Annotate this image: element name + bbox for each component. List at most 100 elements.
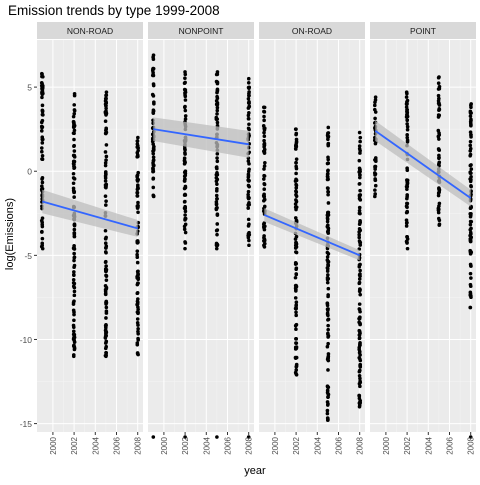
x-tick-label: 2004 [91,436,100,454]
data-point [104,250,108,255]
data-point [468,252,473,256]
data-point [103,179,108,183]
data-point [72,103,77,107]
data-point [326,323,330,328]
data-point [373,188,377,192]
data-point [468,163,473,168]
data-point [71,284,76,289]
data-point [358,368,362,373]
data-point [72,289,77,294]
data-point [437,148,442,152]
data-point [72,123,77,128]
data-point [468,139,473,144]
data-point [40,222,45,227]
x-tick-label: 2002 [70,436,79,454]
data-point [183,72,188,77]
data-point [40,84,45,88]
data-point [40,236,45,241]
data-point [215,108,220,113]
data-point [72,318,76,323]
data-point [326,341,330,346]
data-point [104,199,108,203]
data-point [405,107,409,112]
data-point [72,137,76,142]
data-point [294,250,299,255]
data-point [215,222,220,226]
data-point [103,161,108,165]
data-point [104,325,108,330]
data-point [215,72,220,77]
data-point [215,243,220,248]
data-point [183,76,187,81]
data-point [326,352,331,356]
y-tick-label: 0 [27,167,32,177]
y-axis: 5 0 -5 -10 -15 [20,83,37,429]
data-point [325,255,330,259]
data-point [72,232,77,237]
data-point [72,251,76,256]
data-point-outlier [40,92,45,96]
data-point [136,210,140,215]
data-point [293,275,298,280]
data-point [357,316,362,321]
data-point [326,192,330,197]
data-point [215,159,220,164]
data-point [325,174,330,179]
data-point [358,353,362,357]
data-point [405,193,409,197]
data-point [103,99,108,103]
data-point [294,182,298,187]
data-point [404,239,409,244]
data-point [103,150,108,154]
data-point [262,138,266,143]
data-point [183,241,188,245]
data-point [246,235,251,240]
data-point [357,181,362,186]
data-point [326,260,331,264]
data-point [358,211,362,216]
data-point [469,175,473,179]
data-point [136,154,140,159]
data-point [294,171,298,176]
data-point [135,139,140,143]
data-point [436,115,441,119]
data-point [468,237,473,242]
data-point [357,227,362,231]
data-point [183,213,187,217]
data-point [326,293,330,297]
data-point [104,90,109,94]
data-point [214,179,219,184]
data-point [405,138,410,143]
data-point [104,93,108,98]
data-point [468,284,473,289]
data-point [104,278,109,282]
data-point [103,328,108,333]
data-point [262,243,266,248]
data-point [135,320,140,325]
data-point [326,134,330,139]
data-point [358,188,362,193]
data-point [468,214,473,219]
data-point [103,228,108,233]
data-point [135,145,140,149]
data-point [136,297,140,301]
data-point [294,368,299,372]
data-point [262,130,266,135]
data-point [104,264,108,268]
data-point [215,105,220,110]
data-point [358,272,362,276]
data-point [357,130,362,135]
data-point [247,100,251,104]
data-point [325,229,330,234]
x-tick-label: 2000 [271,436,280,454]
data-point [325,224,330,229]
data-point [326,286,331,291]
data-point [183,230,188,235]
data-point [103,236,108,241]
data-point [294,199,299,204]
data-point [103,283,108,288]
data-point [246,106,251,110]
x-tick-label: 2006 [113,436,122,454]
data-point [293,347,298,351]
